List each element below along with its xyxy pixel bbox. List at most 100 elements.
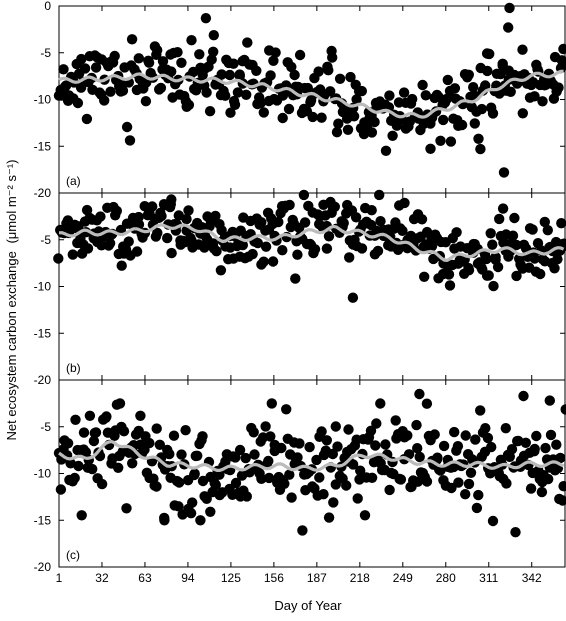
data-point — [503, 22, 513, 32]
data-point — [82, 114, 92, 124]
data-point — [294, 438, 304, 448]
y-tick-label: -10 — [34, 467, 52, 481]
data-point — [247, 249, 257, 259]
data-point — [486, 228, 496, 238]
data-point — [344, 252, 354, 262]
data-point — [501, 423, 511, 433]
data-point — [472, 503, 482, 513]
data-point — [339, 218, 349, 228]
data-point — [97, 479, 107, 489]
data-point — [299, 190, 309, 200]
panel-label: (a) — [66, 174, 81, 188]
data-point — [164, 449, 174, 459]
data-point — [488, 108, 498, 118]
data-point — [95, 211, 105, 221]
data-point — [230, 100, 240, 110]
data-point — [273, 217, 283, 227]
data-point — [402, 430, 412, 440]
x-tick-label: 249 — [393, 571, 413, 585]
y-tick-label: -15 — [34, 513, 52, 527]
data-point — [310, 244, 320, 254]
data-point — [370, 440, 380, 450]
data-point — [270, 47, 280, 57]
data-point — [197, 431, 207, 441]
data-point — [464, 479, 474, 489]
data-point — [121, 503, 131, 513]
data-point — [399, 198, 409, 208]
data-point — [300, 217, 310, 227]
data-point — [322, 243, 332, 253]
data-point — [101, 411, 111, 421]
data-point — [186, 35, 196, 45]
data-point — [343, 125, 353, 135]
data-point — [113, 463, 123, 473]
data-point — [396, 474, 406, 484]
data-point — [521, 438, 531, 448]
data-point — [73, 461, 83, 471]
data-point — [517, 45, 527, 55]
data-point — [446, 136, 456, 146]
y-tick-label: -20 — [34, 186, 52, 200]
data-point — [127, 34, 137, 44]
data-point — [152, 423, 162, 433]
data-point — [314, 472, 324, 482]
data-point — [110, 51, 120, 61]
data-point — [466, 468, 476, 478]
data-point — [477, 104, 487, 114]
y-tick-label: -20 — [34, 373, 52, 387]
data-point — [316, 113, 326, 123]
data-point — [543, 474, 553, 484]
data-point — [357, 243, 367, 253]
data-point — [422, 399, 432, 409]
data-point — [407, 94, 417, 104]
data-point — [83, 243, 93, 253]
data-point — [209, 30, 219, 40]
data-point — [475, 405, 485, 415]
data-point — [260, 421, 270, 431]
data-point — [323, 65, 333, 75]
data-point — [263, 456, 273, 466]
data-point — [475, 144, 485, 154]
data-point — [331, 421, 341, 431]
data-point — [156, 83, 166, 93]
data-point — [119, 426, 129, 436]
y-tick-label: -5 — [40, 420, 51, 434]
data-point — [176, 449, 186, 459]
data-point — [242, 37, 252, 47]
panel-1: (a) — [54, 3, 566, 193]
data-point — [508, 231, 518, 241]
data-point — [367, 205, 377, 215]
data-point — [381, 146, 391, 156]
y-tick-label: -10 — [34, 280, 52, 294]
data-point — [176, 58, 186, 68]
panel-2: (b) — [53, 190, 566, 380]
data-point — [58, 64, 68, 74]
data-point — [77, 510, 87, 520]
data-point — [509, 213, 519, 223]
data-point — [460, 489, 470, 499]
data-point — [551, 440, 561, 450]
data-point — [493, 262, 503, 272]
data-point — [333, 119, 343, 129]
data-point — [530, 444, 540, 454]
x-tick-label: 280 — [436, 571, 456, 585]
y-axis-label-units: (μmol m⁻² s⁻¹) — [4, 160, 19, 244]
data-point — [242, 491, 252, 501]
data-point — [117, 261, 127, 271]
data-point — [461, 430, 471, 440]
data-point — [399, 87, 409, 97]
data-point — [473, 134, 483, 144]
data-point — [79, 427, 89, 437]
data-point — [180, 425, 190, 435]
data-point — [349, 111, 359, 121]
data-point — [144, 438, 154, 448]
data-point — [457, 120, 467, 130]
data-point — [380, 439, 390, 449]
data-point — [249, 427, 259, 437]
data-point — [445, 280, 455, 290]
data-point — [482, 66, 492, 76]
data-point — [183, 205, 193, 215]
data-point — [159, 515, 169, 525]
data-point — [373, 246, 383, 256]
